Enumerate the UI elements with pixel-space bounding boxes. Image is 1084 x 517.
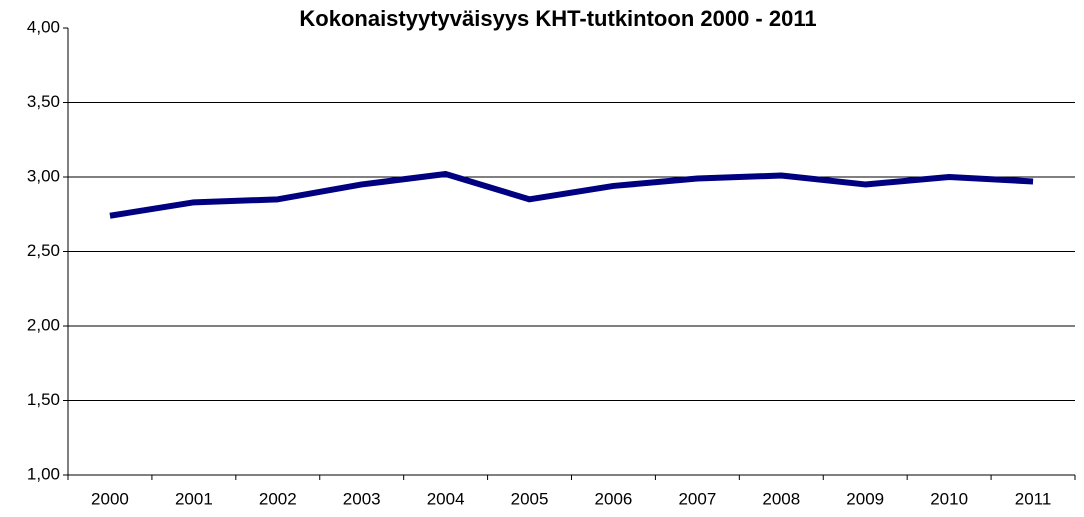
y-tick-label: 2,50 — [27, 241, 60, 260]
x-tick-label: 2006 — [595, 489, 633, 508]
x-tick-label: 2010 — [930, 489, 968, 508]
x-tick-label: 2000 — [91, 489, 129, 508]
x-tick-label: 2004 — [427, 489, 465, 508]
y-tick-label: 1,00 — [27, 464, 60, 483]
x-tick-label: 2003 — [343, 489, 381, 508]
y-tick-label: 3,00 — [27, 166, 60, 185]
x-tick-label: 2005 — [511, 489, 549, 508]
y-tick-label: 2,00 — [27, 315, 60, 334]
y-tick-label: 1,50 — [27, 390, 60, 409]
chart-title: Kokonaistyytyväisyys KHT-tutkintoon 2000… — [299, 6, 816, 31]
x-tick-label: 2009 — [846, 489, 884, 508]
line-series — [109, 171, 1034, 219]
x-tick-label: 2007 — [678, 489, 716, 508]
x-tick-label: 2011 — [1015, 489, 1052, 508]
x-tick-label: 2002 — [259, 489, 297, 508]
y-tick-label: 4,00 — [27, 17, 60, 36]
x-tick-label: 2001 — [175, 489, 213, 508]
y-tick-label: 3,50 — [27, 92, 60, 111]
x-tick-label: 2008 — [762, 489, 800, 508]
